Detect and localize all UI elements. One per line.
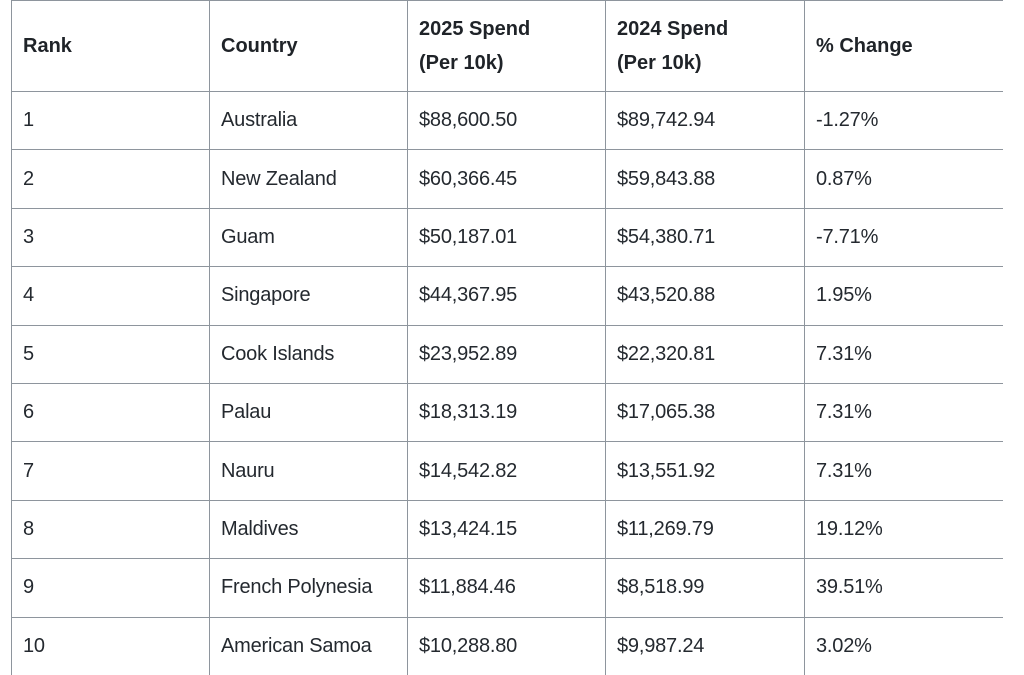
cell-country: American Samoa [209,616,408,675]
cell-country: Maldives [209,499,408,560]
cell-rank: 4 [11,266,210,326]
cell-rank: 7 [11,441,210,501]
table-row: 2 New Zealand $60,366.45 $59,843.88 0.87% [11,149,1003,209]
header-spend-2024-line2: (Per 10k) [617,52,702,74]
cell-rank: 8 [11,499,210,560]
cell-spend-2025: $10,288.80 [407,616,606,675]
cell-spend-2025: $13,424.15 [407,499,606,560]
header-row: Rank Country 2025 Spend (Per 10k) 2024 S… [11,0,1003,92]
header-spend-2025: 2025 Spend (Per 10k) [407,0,606,92]
cell-spend-2025: $18,313.19 [407,382,606,443]
cell-country: Guam [209,207,408,268]
cell-spend-2025: $88,600.50 [407,90,606,151]
cell-country: Cook Islands [209,324,408,384]
cell-spend-2025: $60,366.45 [407,149,606,209]
table-body: 1 Australia $88,600.50 $89,742.94 -1.27% 2 New… [11,90,1003,675]
cell-change: 3.02% [804,616,1003,675]
table-row: 1 Australia $88,600.50 $89,742.94 -1.27% [11,90,1003,151]
cell-country: Palau [209,382,408,443]
cell-change: 0.87% [804,149,1003,209]
cell-spend-2024: $43,520.88 [605,266,805,326]
header-spend-2024: 2024 Spend (Per 10k) [605,0,805,92]
cell-spend-2025: $14,542.82 [407,441,606,501]
cell-country: Singapore [209,266,408,326]
header-country: Country [209,0,408,92]
table-header: Rank Country 2025 Spend (Per 10k) 2024 S… [11,0,1003,92]
table-row: 5 Cook Islands $23,952.89 $22,320.81 7.31% [11,324,1003,384]
cell-rank: 5 [11,324,210,384]
cell-rank: 9 [11,558,210,618]
spend-table-container: Rank Country 2025 Spend (Per 10k) 2024 S… [11,0,1003,675]
cell-change: 39.51% [804,558,1003,618]
header-rank-label: Rank [23,35,72,57]
cell-rank: 10 [11,616,210,675]
cell-spend-2024: $54,380.71 [605,207,805,268]
cell-spend-2024: $17,065.38 [605,382,805,443]
cell-change: 19.12% [804,499,1003,560]
table-row: 10 American Samoa $10,288.80 $9,987.24 3.02% [11,616,1003,675]
cell-spend-2024: $8,518.99 [605,558,805,618]
cell-change: 7.31% [804,324,1003,384]
cell-change: -7.71% [804,207,1003,268]
cell-spend-2025: $11,884.46 [407,558,606,618]
cell-rank: 6 [11,382,210,443]
header-spend-2025-line1: 2025 Spend [419,18,531,40]
cell-rank: 1 [11,90,210,151]
header-spend-2024-line1: 2024 Spend [617,18,729,40]
cell-change: -1.27% [804,90,1003,151]
cell-country: New Zealand [209,149,408,209]
cell-country: Australia [209,90,408,151]
cell-spend-2024: $89,742.94 [605,90,805,151]
spend-table: Rank Country 2025 Spend (Per 10k) 2024 S… [11,0,1003,675]
header-change: % Change [804,0,1003,92]
cell-rank: 3 [11,207,210,268]
header-rank: Rank [11,0,210,92]
cell-change: 7.31% [804,441,1003,501]
table-row: 6 Palau $18,313.19 $17,065.38 7.31% [11,382,1003,443]
header-spend-2025-line2: (Per 10k) [419,52,504,74]
cell-spend-2024: $9,987.24 [605,616,805,675]
cell-country: Nauru [209,441,408,501]
cell-spend-2025: $23,952.89 [407,324,606,384]
cell-spend-2024: $59,843.88 [605,149,805,209]
cell-spend-2024: $13,551.92 [605,441,805,501]
table-row: 4 Singapore $44,367.95 $43,520.88 1.95% [11,266,1003,326]
cell-change: 1.95% [804,266,1003,326]
table-row: 3 Guam $50,187.01 $54,380.71 -7.71% [11,207,1003,268]
header-change-label: % Change [816,35,913,57]
table-row: 9 French Polynesia $11,884.46 $8,518.99 39.5… [11,558,1003,618]
cell-spend-2024: $22,320.81 [605,324,805,384]
header-country-label: Country [221,35,298,57]
cell-spend-2024: $11,269.79 [605,499,805,560]
cell-rank: 2 [11,149,210,209]
cell-spend-2025: $50,187.01 [407,207,606,268]
table-row: 8 Maldives $13,424.15 $11,269.79 19.12% [11,499,1003,560]
cell-spend-2025: $44,367.95 [407,266,606,326]
cell-country: French Polynesia [209,558,408,618]
table-row: 7 Nauru $14,542.82 $13,551.92 7.31% [11,441,1003,501]
cell-change: 7.31% [804,382,1003,443]
